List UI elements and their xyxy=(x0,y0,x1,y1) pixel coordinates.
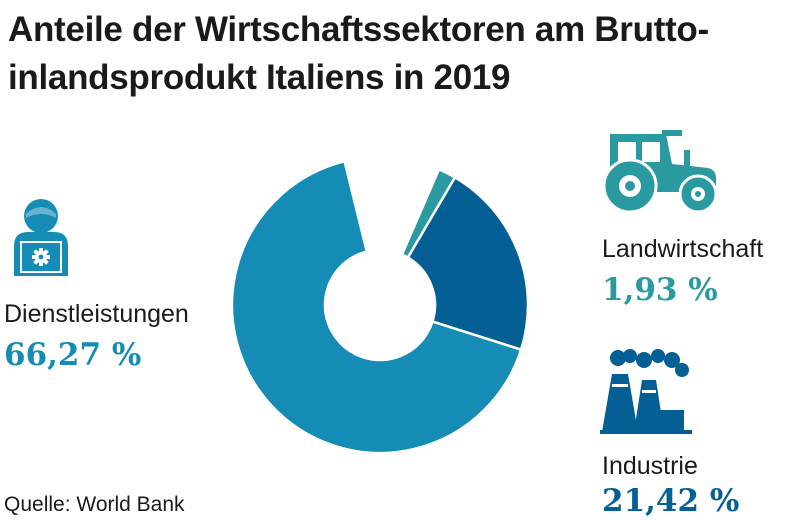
donut-chart xyxy=(230,159,530,455)
value-dienstleistungen: 66,27 % xyxy=(4,337,142,373)
person-laptop-gear-icon xyxy=(14,199,68,276)
value-landwirtschaft: 1,93 % xyxy=(602,272,718,308)
label-dienstleistungen: Dienstleistungen xyxy=(4,300,189,328)
label-industrie: Industrie xyxy=(602,452,698,480)
label-landwirtschaft: Landwirtschaft xyxy=(602,235,764,263)
value-industrie: 21,42 % xyxy=(602,483,740,519)
chart-title: Anteile der Wirtschaftssektoren am Brutt… xyxy=(8,10,709,97)
donut-slice-industrie xyxy=(406,175,530,352)
tractor-icon xyxy=(602,130,718,214)
factory-icon xyxy=(600,349,692,434)
donut-slice-dienstleistungen xyxy=(230,159,523,455)
source-note: Quelle: World Bank xyxy=(4,493,185,516)
